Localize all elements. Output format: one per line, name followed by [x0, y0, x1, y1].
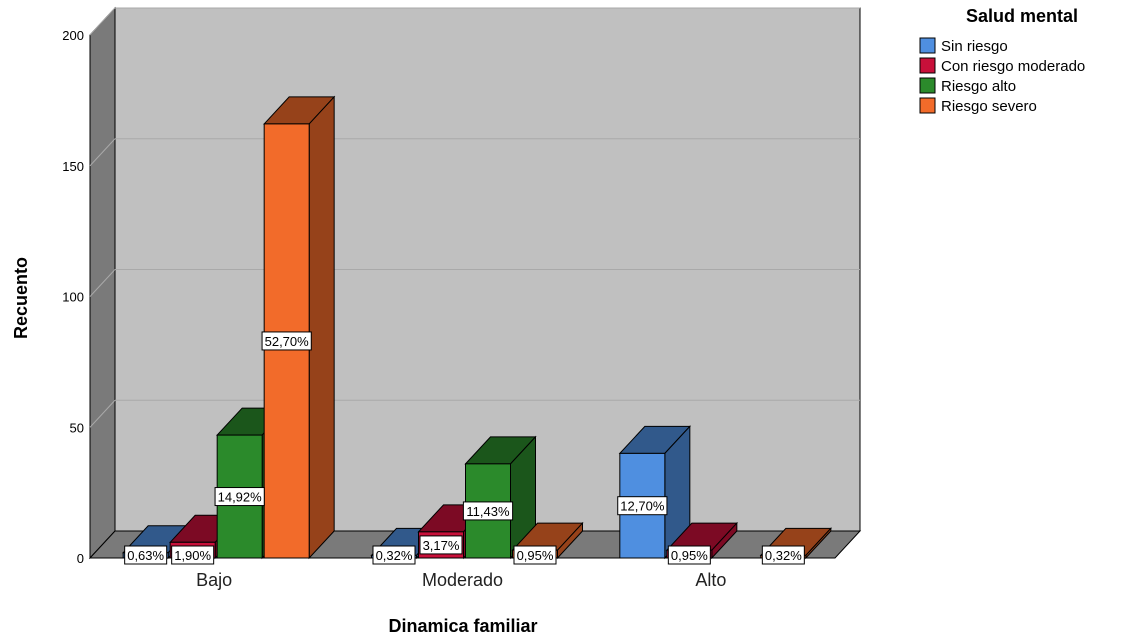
data-label-text: 0,95% — [671, 548, 708, 563]
legend-swatch — [919, 77, 936, 94]
data-label-box — [617, 496, 668, 516]
y-tick-label: 0 — [77, 551, 84, 566]
x-tick-label: Alto — [695, 570, 726, 590]
legend-label: Riesgo alto — [941, 78, 1016, 95]
bar-side — [308, 95, 335, 560]
gridline — [89, 269, 116, 297]
data-label-box — [171, 545, 215, 565]
data-label: 12,70% — [617, 496, 668, 516]
data-label-text: 0,32% — [376, 548, 413, 563]
data-label-box — [513, 545, 557, 565]
legend-swatch — [919, 37, 936, 54]
data-label-box — [261, 331, 312, 351]
legend-title: Salud mental — [966, 6, 1078, 26]
legend-item: Riesgo alto — [919, 77, 1016, 95]
data-label-text: 14,92% — [218, 490, 263, 505]
legend-item: Con riesgo moderado — [919, 57, 1085, 75]
legend-item: Riesgo severo — [919, 97, 1037, 115]
data-label: 1,90% — [171, 545, 215, 565]
data-label-text: 3,17% — [423, 538, 460, 553]
data-label-text: 12,70% — [620, 499, 665, 514]
gridline — [89, 399, 116, 428]
data-label-text: 0,95% — [517, 548, 554, 563]
y-tick-label: 150 — [62, 159, 84, 174]
data-label-box — [124, 545, 168, 565]
x-axis-title: Dinamica familiar — [388, 616, 537, 636]
legend-swatch — [919, 57, 936, 74]
legend-label: Con riesgo moderado — [941, 58, 1085, 75]
data-label-box — [419, 535, 463, 555]
legend-label: Sin riesgo — [941, 38, 1008, 55]
legend: Salud mental Sin riesgo Con riesgo modera… — [919, 6, 1085, 115]
data-label: 0,63% — [124, 545, 168, 565]
bar — [263, 95, 336, 560]
data-label: 0,95% — [667, 545, 711, 565]
data-label: 52,70% — [261, 331, 312, 351]
data-label-box — [214, 487, 265, 507]
y-tick-label: 100 — [62, 290, 84, 305]
data-label: 14,92% — [214, 487, 265, 507]
y-tick-label: 50 — [70, 420, 84, 435]
y-axis-title: Recuento — [11, 257, 31, 339]
x-tick-label: Moderado — [422, 570, 503, 590]
gridline — [89, 138, 116, 167]
data-label: 11,43% — [462, 501, 514, 521]
legend-swatch — [919, 97, 936, 114]
data-label: 0,32% — [372, 545, 416, 565]
data-label-text: 52,70% — [265, 334, 310, 349]
data-label-box — [761, 545, 805, 565]
data-label-text: 0,32% — [765, 548, 802, 563]
data-label-text: 1,90% — [174, 548, 211, 563]
data-label-text: 0,63% — [127, 548, 164, 563]
data-label-box — [667, 545, 711, 565]
plot-area: 0 50 100 150 200 Bajo Moderado Alto 0,63% 1,90% 14… — [62, 6, 862, 590]
data-label: 0,32% — [761, 545, 805, 565]
x-tick-label: Bajo — [196, 570, 232, 590]
data-label-text: 11,43% — [466, 504, 510, 519]
data-label: 0,95% — [513, 545, 557, 565]
data-label-box — [462, 501, 514, 521]
y-tick-label: 200 — [62, 28, 84, 43]
legend-item: Sin riesgo — [919, 37, 1008, 55]
gridline — [89, 7, 116, 36]
data-label-box — [372, 545, 416, 565]
legend-label: Riesgo severo — [941, 98, 1037, 115]
data-label: 3,17% — [419, 535, 463, 555]
